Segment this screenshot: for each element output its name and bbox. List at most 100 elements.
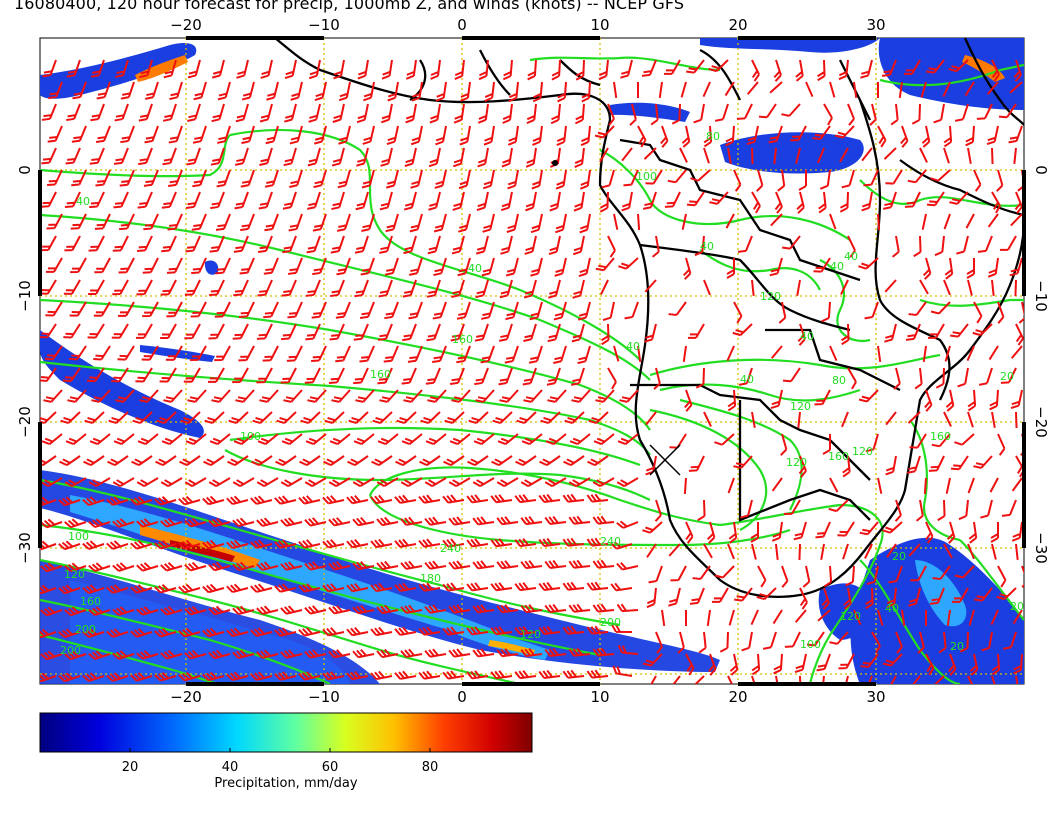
wind-barb [41, 147, 57, 165]
wind-barb [1012, 609, 1023, 625]
wind-barb [264, 169, 279, 188]
wind-barb [661, 609, 666, 626]
wind-barb [532, 125, 543, 146]
wind-barb [40, 606, 63, 617]
wind-barb [496, 560, 519, 570]
wind-barb [435, 81, 447, 102]
wind-barb [1015, 543, 1019, 561]
wind-barb [67, 389, 87, 403]
wind-barb [538, 625, 561, 635]
wind-barb [352, 477, 375, 487]
wind-barb [250, 627, 273, 637]
wind-barb [252, 411, 273, 424]
wind-barb [58, 496, 81, 507]
wind-barb [209, 235, 225, 253]
wind-barb [305, 323, 321, 341]
wind-barb [377, 367, 393, 385]
wind-barb [572, 235, 585, 256]
wind-barb [142, 301, 159, 318]
wind-barb [930, 169, 951, 182]
wind-barb [178, 671, 201, 682]
wind-barb [991, 543, 997, 560]
wind-barb [818, 191, 827, 214]
wind-barb [882, 521, 903, 534]
wind-barb [967, 411, 974, 428]
wind-barb [276, 411, 297, 424]
wind-barb [418, 538, 441, 548]
wind-barb [733, 169, 742, 192]
wind-barb [813, 257, 831, 273]
wind-barb [502, 59, 513, 81]
wind-barb [131, 455, 153, 467]
wind-barb [886, 543, 897, 558]
wind-barb [40, 323, 57, 339]
contour-label: 40 [885, 602, 899, 615]
wind-barb [598, 59, 609, 81]
wind-barb [746, 81, 759, 95]
lon-label-top: 10 [590, 16, 609, 34]
wind-barb [353, 433, 375, 446]
wind-barb [1014, 279, 1017, 297]
wind-barb [136, 279, 153, 296]
wind-barb [184, 561, 207, 572]
wind-barb [948, 59, 969, 73]
wind-barb [427, 235, 441, 255]
wind-barb [118, 257, 135, 274]
contour-label: 20 [950, 640, 964, 653]
wind-barb [691, 675, 705, 684]
wind-barb [927, 323, 945, 339]
wind-barb [63, 279, 81, 295]
wind-barb [579, 169, 591, 190]
wind-barb [444, 411, 465, 424]
wind-barb [490, 582, 513, 592]
wind-barb [184, 323, 201, 340]
lon-label-top: 20 [728, 16, 747, 34]
wind-barb [82, 584, 105, 594]
wind-barb [407, 345, 423, 363]
wind-barb [587, 455, 609, 467]
wind-barb [909, 675, 921, 684]
wind-barb [644, 279, 657, 293]
wind-barb [546, 367, 561, 386]
wind-barb [475, 279, 489, 299]
wind-barb [925, 653, 935, 676]
wind-barb [208, 477, 231, 487]
wind-barb [117, 345, 135, 361]
wind-barb [380, 103, 393, 124]
wind-barb [90, 59, 105, 78]
wind-barb [362, 125, 375, 145]
wind-barb [394, 582, 417, 592]
wind-barb [425, 367, 441, 385]
wind-barb [751, 543, 757, 560]
wind-barb [385, 213, 399, 233]
wind-barb [467, 455, 489, 467]
wind-barb [143, 169, 159, 187]
wind-barb [877, 609, 884, 626]
contour-label: 40 [740, 373, 754, 386]
wind-barb [903, 59, 921, 75]
wind-barb [65, 147, 81, 165]
frame-ticks [38, 36, 1026, 686]
wind-barb [160, 279, 177, 296]
wind-barb [653, 367, 661, 390]
wind-barb [750, 522, 759, 543]
wind-barb [618, 257, 639, 270]
wind-barb [328, 477, 351, 487]
wind-barb [568, 559, 591, 569]
wind-barb [1021, 565, 1024, 588]
wind-barb [324, 411, 345, 424]
wind-barb [562, 493, 585, 503]
wind-barb [663, 59, 681, 75]
wind-barb [556, 125, 567, 146]
wind-barb [40, 191, 57, 208]
wind-barb [496, 516, 519, 526]
wind-barb [418, 494, 441, 504]
contour-label: 160 [370, 368, 391, 381]
contour-label: 100 [800, 638, 821, 651]
wind-barb [802, 565, 811, 588]
wind-barb [514, 582, 537, 592]
contour-label: 20 [892, 550, 906, 563]
wind-barb [64, 562, 87, 573]
wind-barb [986, 125, 999, 146]
wind-barb [1011, 477, 1023, 492]
